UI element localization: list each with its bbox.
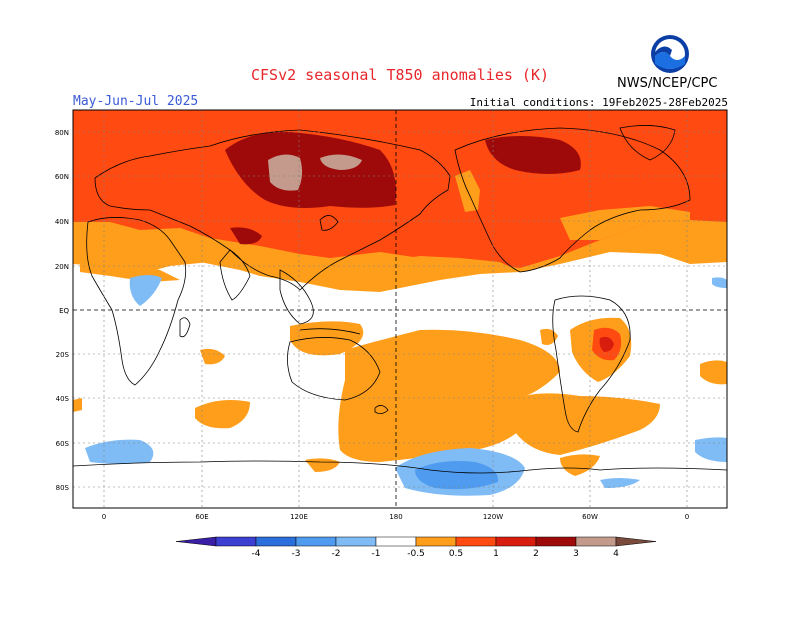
colorbar-segment xyxy=(575,536,617,547)
lon-label: 180 xyxy=(389,513,402,521)
lat-label: 20S xyxy=(56,351,70,359)
lat-label: 60N xyxy=(55,173,69,181)
anomaly-shading xyxy=(73,110,727,508)
colorbar-label: 4 xyxy=(613,549,619,559)
colorbar-segment xyxy=(335,536,377,547)
coastlines xyxy=(73,125,727,474)
colorbar-segment xyxy=(415,536,457,547)
graticule xyxy=(73,110,727,508)
colorbar-label: 0.5 xyxy=(449,549,463,559)
lon-label: 0 xyxy=(685,513,689,521)
colorbar-label: 3 xyxy=(573,549,579,559)
map-title: CFSv2 seasonal T850 anomalies (K) xyxy=(250,66,549,84)
lat-label: EQ xyxy=(59,307,69,315)
forecast-period: May-Jun-Jul 2025 xyxy=(73,94,199,109)
noaa-logo-icon xyxy=(651,35,689,73)
colorbar-label: -0.5 xyxy=(407,549,425,559)
colorbar-segment xyxy=(255,536,297,547)
colorbar-label: -4 xyxy=(252,549,261,559)
lon-label: 60W xyxy=(582,513,598,521)
colorbar-label: -3 xyxy=(292,549,301,559)
colorbar-label: -1 xyxy=(372,549,381,559)
lat-label: 20N xyxy=(55,263,69,271)
lat-label: 80N xyxy=(55,129,69,137)
colorbar-arrow-low xyxy=(175,536,217,547)
lat-label: 60S xyxy=(56,440,70,448)
lon-label: 120W xyxy=(483,513,503,521)
lon-label: 120E xyxy=(290,513,308,521)
initial-conditions: Initial conditions: 19Feb2025-28Feb2025 xyxy=(469,96,728,109)
lat-label: 80S xyxy=(56,484,70,492)
colorbar-segment xyxy=(495,536,537,547)
equator-dateline xyxy=(73,110,727,508)
colorbar: -4 -3 -2 -1 -0.5 0.5 1 2 3 4 xyxy=(175,536,657,559)
lat-label: 40N xyxy=(55,218,69,226)
lat-label: 40S xyxy=(56,395,70,403)
colorbar-label: -2 xyxy=(332,549,341,559)
agency-label: NWS/NCEP/CPC xyxy=(617,76,718,91)
colorbar-segment xyxy=(535,536,577,547)
colorbar-segment xyxy=(455,536,497,547)
colorbar-segment xyxy=(215,536,257,547)
colorbar-label: 1 xyxy=(493,549,499,559)
colorbar-label: 2 xyxy=(533,549,539,559)
map-frame xyxy=(72,109,728,509)
colorbar-segment xyxy=(295,536,337,547)
colorbar-segment xyxy=(375,536,417,547)
longitude-labels: 0 60E 120E 180 120W 60W 0 xyxy=(102,513,689,521)
latitude-labels: 80N 60N 40N 20N EQ 20S 40S 60S 80S xyxy=(55,129,70,492)
colorbar-arrow-high xyxy=(615,536,657,547)
lon-label: 0 xyxy=(102,513,106,521)
lon-label: 60E xyxy=(195,513,208,521)
